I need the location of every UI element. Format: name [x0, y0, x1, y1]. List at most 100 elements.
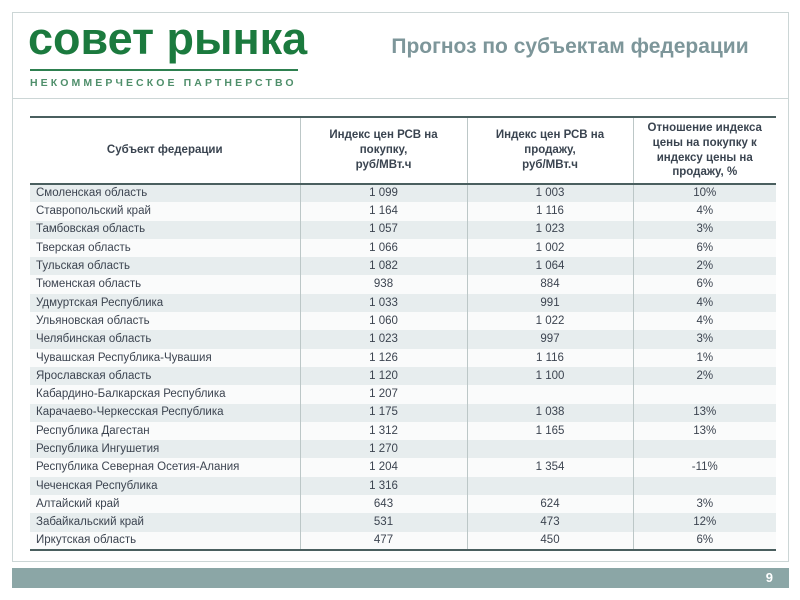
- table-row: Забайкальский край 531 473 12%: [30, 513, 776, 532]
- sell-index-cell: 1 002: [466, 238, 633, 258]
- buy-index-cell: 1 066: [299, 238, 467, 258]
- region-cell: Забайкальский край: [36, 516, 144, 529]
- forecast-table: Субъект федерации Индекс цен РСВ на поку…: [30, 116, 776, 551]
- sell-index-cell: 450: [466, 531, 633, 551]
- ratio-cell: 3%: [632, 495, 776, 514]
- page-title: Прогноз по субъектам федерации: [391, 35, 749, 58]
- sell-index-cell: 1 116: [466, 202, 633, 221]
- region-cell: Республика Дагестан: [36, 424, 150, 437]
- ratio-cell: 6%: [632, 238, 776, 258]
- buy-index-cell: 1 023: [299, 330, 467, 349]
- sell-index-cell: 1 022: [466, 312, 633, 331]
- region-cell: Удмуртская Республика: [36, 296, 164, 309]
- table-row: Карачаево-Черкесская Республика 1 175 1 03…: [30, 403, 776, 422]
- region-cell: Ставропольский край: [36, 205, 151, 218]
- company-logo: совет рынка: [28, 13, 308, 64]
- ratio-cell: 2%: [632, 366, 776, 386]
- buy-index-cell: 1 126: [299, 348, 467, 367]
- sell-index-cell: 991: [466, 293, 633, 313]
- ratio-cell: 4%: [632, 312, 776, 331]
- buy-index-cell: 1 312: [299, 421, 467, 441]
- table-row: Тамбовская область 1 057 1 023 3%: [30, 220, 776, 239]
- sell-index-cell: 1 064: [466, 257, 633, 276]
- ratio-cell: 13%: [632, 421, 776, 441]
- buy-index-cell: 1 316: [299, 476, 467, 496]
- sell-index-cell: 1 354: [466, 458, 633, 477]
- sell-index-cell: 1 023: [466, 220, 633, 239]
- ratio-cell: 13%: [632, 403, 776, 422]
- region-cell: Тульская область: [36, 260, 131, 273]
- table-row: Республика Ингушетия 1 270: [30, 440, 776, 459]
- region-cell: Карачаево-Черкесская Республика: [36, 406, 224, 419]
- sell-index-cell: 1 165: [466, 421, 633, 441]
- column-header-sell-index: Индекс цен РСВ на продажу, руб/МВт.ч: [466, 116, 633, 185]
- ratio-cell: -11%: [632, 458, 776, 477]
- table-row: Чеченская Республика 1 316: [30, 476, 776, 496]
- ratio-cell: [632, 385, 776, 404]
- table-row: Республика Дагестан 1 312 1 165 13%: [30, 421, 776, 441]
- buy-index-cell: 1 082: [299, 257, 467, 276]
- table-row: Кабардино-Балкарская Республика 1 207: [30, 385, 776, 404]
- ratio-cell: 3%: [632, 220, 776, 239]
- region-cell: Ярославская область: [36, 369, 152, 382]
- buy-index-cell: 1 175: [299, 403, 467, 422]
- ratio-cell: 10%: [632, 184, 776, 203]
- table-row: Ульяновская область 1 060 1 022 4%: [30, 312, 776, 331]
- sell-index-cell: 1 100: [466, 366, 633, 386]
- ratio-cell: 4%: [632, 202, 776, 221]
- footer-bar: 9: [12, 568, 789, 588]
- ratio-cell: [632, 476, 776, 496]
- buy-index-cell: 1 057: [299, 220, 467, 239]
- table-row: Ярославская область 1 120 1 100 2%: [30, 366, 776, 386]
- table-header-row: Субъект федерации Индекс цен РСВ на поку…: [30, 116, 776, 185]
- header-divider: [12, 98, 789, 99]
- table-row: Республика Северная Осетия-Алания 1 204 1 …: [30, 458, 776, 477]
- sell-index-cell: 1 038: [466, 403, 633, 422]
- sell-index-cell: 1 003: [466, 184, 633, 203]
- buy-index-cell: 477: [299, 531, 467, 551]
- buy-index-cell: 1 204: [299, 458, 467, 477]
- table-body: Смоленская область 1 099 1 003 10% Ставропол…: [30, 184, 776, 551]
- sell-index-cell: 884: [466, 275, 633, 294]
- region-cell: Республика Ингушетия: [36, 442, 160, 455]
- page-number: 9: [765, 570, 773, 585]
- region-cell: Ульяновская область: [36, 314, 150, 327]
- buy-index-cell: 1 120: [299, 366, 467, 386]
- buy-index-cell: 643: [299, 495, 467, 514]
- ratio-cell: 3%: [632, 330, 776, 349]
- region-cell: Кабардино-Балкарская Республика: [36, 388, 226, 401]
- column-header-region: Субъект федерации: [30, 116, 300, 185]
- table-header: Субъект федерации Индекс цен РСВ на поку…: [30, 116, 776, 185]
- region-cell: Тамбовская область: [36, 223, 146, 236]
- table-row: Смоленская область 1 099 1 003 10%: [30, 184, 776, 203]
- buy-index-cell: 1 099: [299, 184, 467, 203]
- buy-index-cell: 1 060: [299, 312, 467, 331]
- ratio-cell: 1%: [632, 348, 776, 367]
- sell-index-cell: [466, 385, 633, 404]
- sell-index-cell: [466, 476, 633, 496]
- logo-underline: [30, 69, 298, 71]
- ratio-cell: 2%: [632, 257, 776, 276]
- table-row: Тюменская область 938 884 6%: [30, 275, 776, 294]
- region-cell: Тверская область: [36, 241, 131, 254]
- region-cell: Чеченская Республика: [36, 479, 158, 492]
- sell-index-cell: [466, 440, 633, 459]
- buy-index-cell: 1 164: [299, 202, 467, 221]
- sell-index-cell: 997: [466, 330, 633, 349]
- ratio-cell: 6%: [632, 275, 776, 294]
- buy-index-cell: 531: [299, 513, 467, 532]
- table-row: Удмуртская Республика 1 033 991 4%: [30, 293, 776, 313]
- ratio-cell: 6%: [632, 531, 776, 551]
- region-cell: Алтайский край: [36, 497, 120, 510]
- region-cell: Республика Северная Осетия-Алания: [36, 461, 240, 474]
- table-row: Ставропольский край 1 164 1 116 4%: [30, 202, 776, 221]
- region-cell: Смоленская область: [36, 187, 148, 200]
- table-row: Алтайский край 643 624 3%: [30, 495, 776, 514]
- ratio-cell: 4%: [632, 293, 776, 313]
- ratio-cell: 12%: [632, 513, 776, 532]
- table-row: Челябинская область 1 023 997 3%: [30, 330, 776, 349]
- region-cell: Челябинская область: [36, 333, 152, 346]
- buy-index-cell: 1 033: [299, 293, 467, 313]
- region-cell: Иркутская область: [30, 531, 300, 551]
